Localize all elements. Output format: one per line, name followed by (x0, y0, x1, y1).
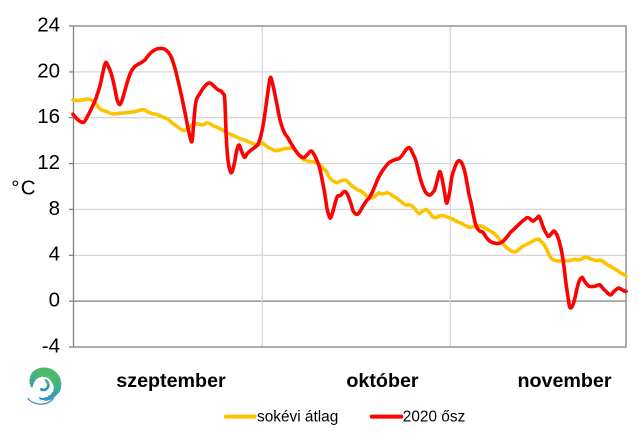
svg-text:12: 12 (37, 151, 60, 174)
svg-text:2020 ősz: 2020 ősz (403, 409, 465, 426)
svg-text:-4: -4 (42, 334, 60, 357)
svg-text:24: 24 (37, 13, 60, 36)
svg-text:október: október (346, 370, 419, 392)
svg-text:20: 20 (37, 59, 60, 82)
svg-text:4: 4 (49, 243, 60, 266)
svg-text:szeptember: szeptember (116, 370, 226, 392)
svg-text:0: 0 (49, 289, 60, 312)
svg-text:8: 8 (49, 197, 60, 220)
svg-text:°C: °C (11, 177, 36, 200)
svg-text:sokévi átlag: sokévi átlag (257, 409, 338, 426)
svg-text:november: november (517, 370, 611, 392)
svg-text:16: 16 (37, 105, 60, 128)
